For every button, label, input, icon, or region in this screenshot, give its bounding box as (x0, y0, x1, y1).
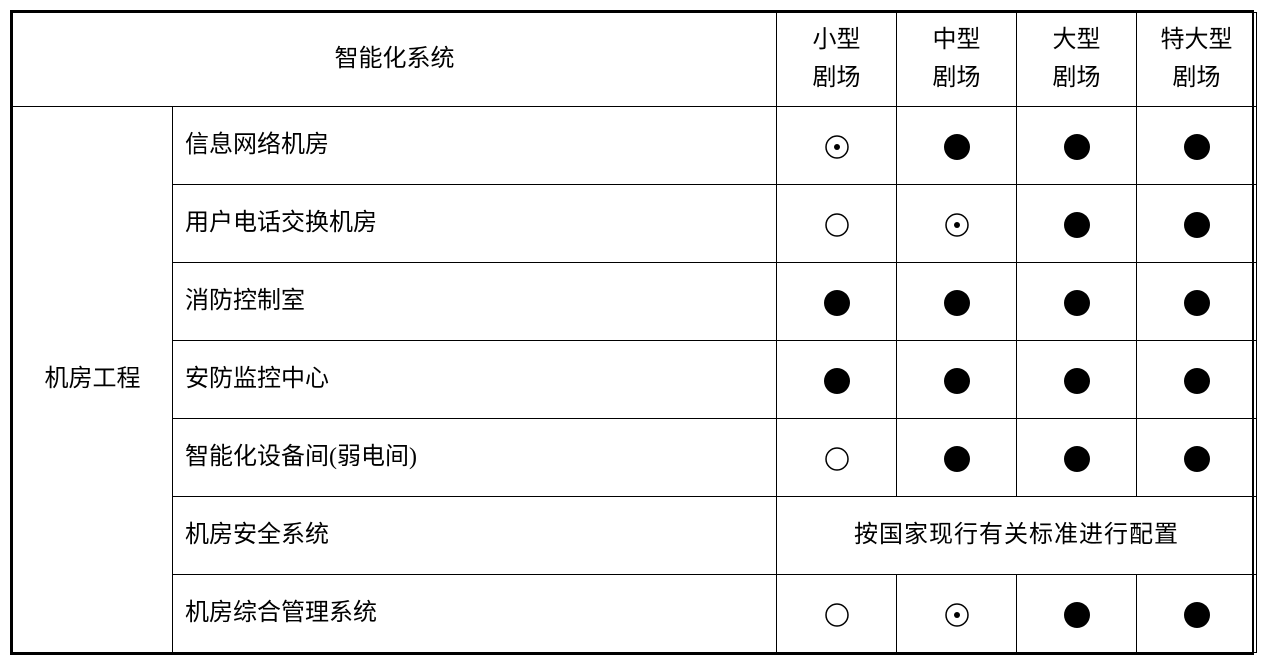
table: 智能化系统 小型 剧场 中型 剧场 大型 剧场 (12, 12, 1257, 653)
filled-circle-icon (1062, 132, 1092, 162)
category-label: 机房工程 (13, 106, 173, 652)
filled-circle-icon (1182, 600, 1212, 630)
header-col-line1: 特大型 (1141, 21, 1252, 59)
header-col-large: 大型 剧场 (1017, 13, 1137, 107)
symbol-cell (897, 106, 1017, 184)
row-label: 消防控制室 (173, 262, 777, 340)
symbol-cell (897, 262, 1017, 340)
merged-note: 按国家现行有关标准进行配置 (777, 496, 1257, 574)
filled-circle-icon (942, 366, 972, 396)
filled-circle-icon (1182, 210, 1212, 240)
symbol-cell (777, 340, 897, 418)
symbol-cell (897, 418, 1017, 496)
symbol-cell (1137, 184, 1257, 262)
empty-circle-icon (822, 600, 852, 630)
symbol-cell (1017, 184, 1137, 262)
symbol-cell (777, 418, 897, 496)
symbol-cell (1137, 418, 1257, 496)
header-main-label: 智能化系统 (13, 13, 777, 107)
filled-circle-icon (1062, 210, 1092, 240)
symbol-cell (897, 574, 1017, 652)
header-col-line2: 剧场 (901, 59, 1012, 97)
filled-circle-icon (1182, 444, 1212, 474)
header-col-small: 小型 剧场 (777, 13, 897, 107)
symbol-cell (1017, 262, 1137, 340)
header-col-line1: 中型 (901, 21, 1012, 59)
symbol-cell (1137, 262, 1257, 340)
table-header-row: 智能化系统 小型 剧场 中型 剧场 大型 剧场 (13, 13, 1257, 107)
empty-circle-icon (822, 444, 852, 474)
dot-circle-icon (822, 132, 852, 162)
symbol-cell (897, 340, 1017, 418)
row-label: 机房综合管理系统 (173, 574, 777, 652)
filled-circle-icon (1182, 288, 1212, 318)
filled-circle-icon (942, 288, 972, 318)
symbol-cell (1137, 574, 1257, 652)
table-row: 用户电话交换机房 (13, 184, 1257, 262)
filled-circle-icon (1062, 600, 1092, 630)
row-label: 智能化设备间(弱电间) (173, 418, 777, 496)
row-label: 信息网络机房 (173, 106, 777, 184)
header-col-line2: 剧场 (1021, 59, 1132, 97)
symbol-cell (777, 184, 897, 262)
empty-circle-icon (822, 210, 852, 240)
symbol-cell (897, 184, 1017, 262)
filled-circle-icon (1182, 366, 1212, 396)
table-row: 机房工程信息网络机房 (13, 106, 1257, 184)
symbol-cell (1137, 340, 1257, 418)
symbol-cell (777, 106, 897, 184)
filled-circle-icon (1062, 288, 1092, 318)
filled-circle-icon (1182, 132, 1212, 162)
header-col-line2: 剧场 (781, 59, 892, 97)
dot-circle-icon (942, 210, 972, 240)
filled-circle-icon (822, 288, 852, 318)
symbol-cell (1137, 106, 1257, 184)
header-col-line1: 大型 (1021, 21, 1132, 59)
table-row: 智能化设备间(弱电间) (13, 418, 1257, 496)
filled-circle-icon (942, 444, 972, 474)
header-col-line2: 剧场 (1141, 59, 1252, 97)
header-col-xlarge: 特大型 剧场 (1137, 13, 1257, 107)
row-label: 安防监控中心 (173, 340, 777, 418)
table-row: 机房综合管理系统 (13, 574, 1257, 652)
filled-circle-icon (1062, 444, 1092, 474)
symbol-cell (1017, 418, 1137, 496)
table-row: 消防控制室 (13, 262, 1257, 340)
symbol-cell (777, 262, 897, 340)
filled-circle-icon (822, 366, 852, 396)
row-label: 用户电话交换机房 (173, 184, 777, 262)
symbol-cell (777, 574, 897, 652)
symbol-cell (1017, 340, 1137, 418)
header-col-medium: 中型 剧场 (897, 13, 1017, 107)
dot-circle-icon (942, 600, 972, 630)
filled-circle-icon (942, 132, 972, 162)
row-label: 机房安全系统 (173, 496, 777, 574)
table-row: 安防监控中心 (13, 340, 1257, 418)
filled-circle-icon (1062, 366, 1092, 396)
intelligent-system-table: 智能化系统 小型 剧场 中型 剧场 大型 剧场 (10, 10, 1254, 655)
header-col-line1: 小型 (781, 21, 892, 59)
symbol-cell (1017, 106, 1137, 184)
symbol-cell (1017, 574, 1137, 652)
table-body: 机房工程信息网络机房用户电话交换机房消防控制室安防监控中心智能化设备间(弱电间)… (13, 106, 1257, 652)
table-row: 机房安全系统按国家现行有关标准进行配置 (13, 496, 1257, 574)
